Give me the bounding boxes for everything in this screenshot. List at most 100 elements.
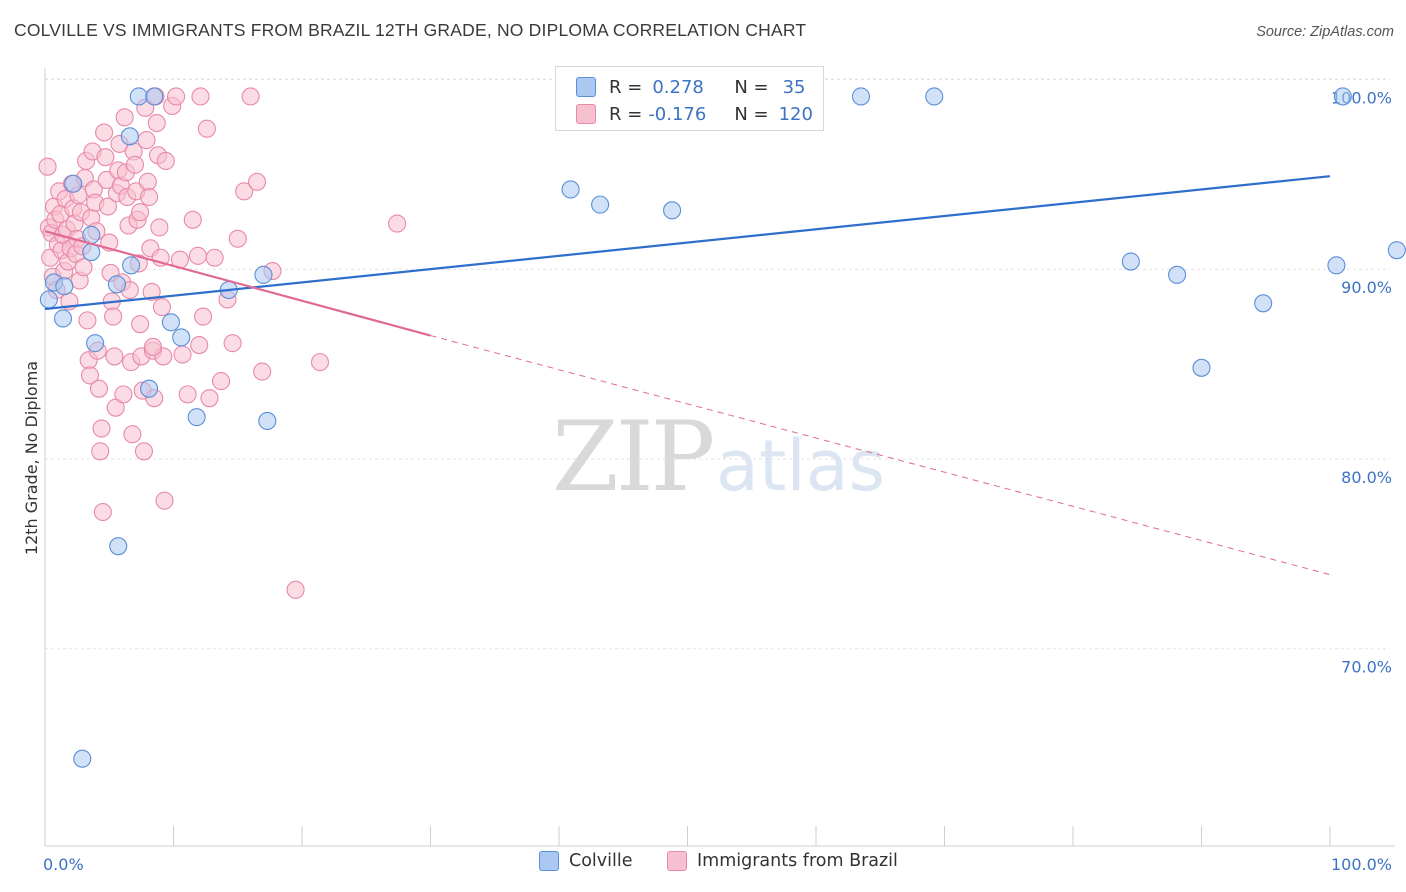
point-colville [1192,358,1211,377]
legend-n-value: 35 [782,76,806,98]
point-immigrants-from-brazil [152,298,171,317]
point-colville [1254,294,1273,313]
source-label: Source: ZipAtlas.com [1256,24,1394,40]
axes [44,68,1395,847]
point-immigrants-from-brazil [197,119,216,138]
point-colville [258,411,277,430]
legend-swatch-brazil [667,851,687,871]
point-immigrants-from-brazil [92,419,111,438]
legend-label-colville: Colville [569,851,633,871]
x-tick-label: 100.0% [1331,855,1392,874]
point-immigrants-from-brazil [131,315,150,334]
point-colville [1168,265,1187,284]
legend-n-value: 120 [778,103,813,125]
point-immigrants-from-brazil [211,372,231,391]
watermark: ZIP atlas [552,401,885,513]
point-colville [591,195,610,214]
point-colville [109,537,128,556]
point-colville [82,225,101,245]
x-tick-label: 0.0% [43,855,84,874]
point-colville [122,256,141,275]
point-immigrants-from-brazil [78,311,97,330]
legend-n-label: N = [734,103,769,125]
point-immigrants-from-brazil [106,398,125,417]
legend-item-colville: Colville [539,851,633,871]
y-tick-label: 90.0% [1341,278,1392,297]
point-immigrants-from-brazil [150,218,169,237]
legend-row-brazil: R = -0.176 N = 120 [576,101,813,127]
trend-line-brazil-extension [430,335,1331,576]
point-immigrants-from-brazil [223,334,242,353]
point-colville [1327,256,1346,275]
point-immigrants-from-brazil [114,385,133,404]
y-tick-label: 80.0% [1341,468,1392,487]
point-immigrants-from-brazil [134,442,153,461]
point-colville [120,127,139,146]
series-immigrants-from-brazil [38,87,407,599]
point-immigrants-from-brazil [98,197,118,216]
point-immigrants-from-brazil [138,172,157,191]
point-immigrants-from-brazil [200,389,219,408]
point-immigrants-from-brazil [123,425,142,444]
legend-swatch-colville [576,77,596,97]
point-colville [53,309,73,328]
trend-line-brazil [44,230,431,337]
point-immigrants-from-brazil [190,335,209,355]
point-immigrants-from-brazil [115,108,134,127]
point-immigrants-from-brazil [140,187,159,207]
x-tick-labels: 0.0% 100.0% [43,855,1392,874]
point-immigrants-from-brazil [183,210,202,229]
point-colville [64,174,83,193]
point-immigrants-from-brazil [74,258,93,277]
point-immigrants-from-brazil [310,353,330,372]
point-colville [140,379,159,398]
point-immigrants-from-brazil [156,151,175,171]
watermark-atlas: atlas [716,425,885,507]
point-immigrants-from-brazil [191,87,210,106]
point-immigrants-from-brazil [95,123,114,142]
point-colville [161,313,180,332]
point-immigrants-from-brazil [205,248,224,267]
series-colville [39,87,1406,768]
point-immigrants-from-brazil [137,131,156,150]
legend-swatch-colville [539,851,559,871]
point-immigrants-from-brazil [235,182,254,201]
legend-row-colville: R = 0.278 N = 35 [576,74,806,100]
point-immigrants-from-brazil [155,491,174,510]
point-immigrants-from-brazil [194,307,213,326]
point-colville [86,334,105,353]
legend-n-label: N = [734,76,769,98]
point-colville [561,180,580,199]
point-immigrants-from-brazil [253,362,272,381]
point-colville [663,201,682,220]
point-colville [39,290,58,309]
point-colville [1333,87,1352,106]
y-tick-label: 70.0% [1341,658,1392,677]
point-colville [129,87,148,106]
point-immigrants-from-brazil [104,307,123,326]
series-legend: Colville Immigrants from Brazil [0,851,1406,877]
gridlines [45,78,1390,650]
trend-lines [44,175,1331,576]
point-immigrants-from-brazil [80,366,100,385]
point-colville [172,328,191,347]
point-immigrants-from-brazil [142,282,161,301]
point-immigrants-from-brazil [286,580,305,599]
legend-r-value: 0.278 [652,76,704,98]
point-immigrants-from-brazil [38,157,57,176]
point-colville [851,87,871,106]
point-colville [254,265,273,284]
point-immigrants-from-brazil [131,203,150,222]
point-immigrants-from-brazil [188,246,207,265]
point-immigrants-from-brazil [89,379,109,398]
point-colville [73,749,92,768]
legend-item-brazil: Immigrants from Brazil [667,851,898,871]
correlation-legend: R = 0.278 N = 35 R = -0.176 N = 120 [555,66,824,131]
point-immigrants-from-brazil [147,113,166,133]
point-immigrants-from-brazil [91,442,110,461]
point-colville [145,87,164,106]
chart-title: COLVILLE VS IMMIGRANTS FROM BRAZIL 12TH … [14,20,807,40]
point-immigrants-from-brazil [247,172,267,191]
legend-r-label: R = [609,103,643,125]
point-immigrants-from-brazil [241,87,260,106]
